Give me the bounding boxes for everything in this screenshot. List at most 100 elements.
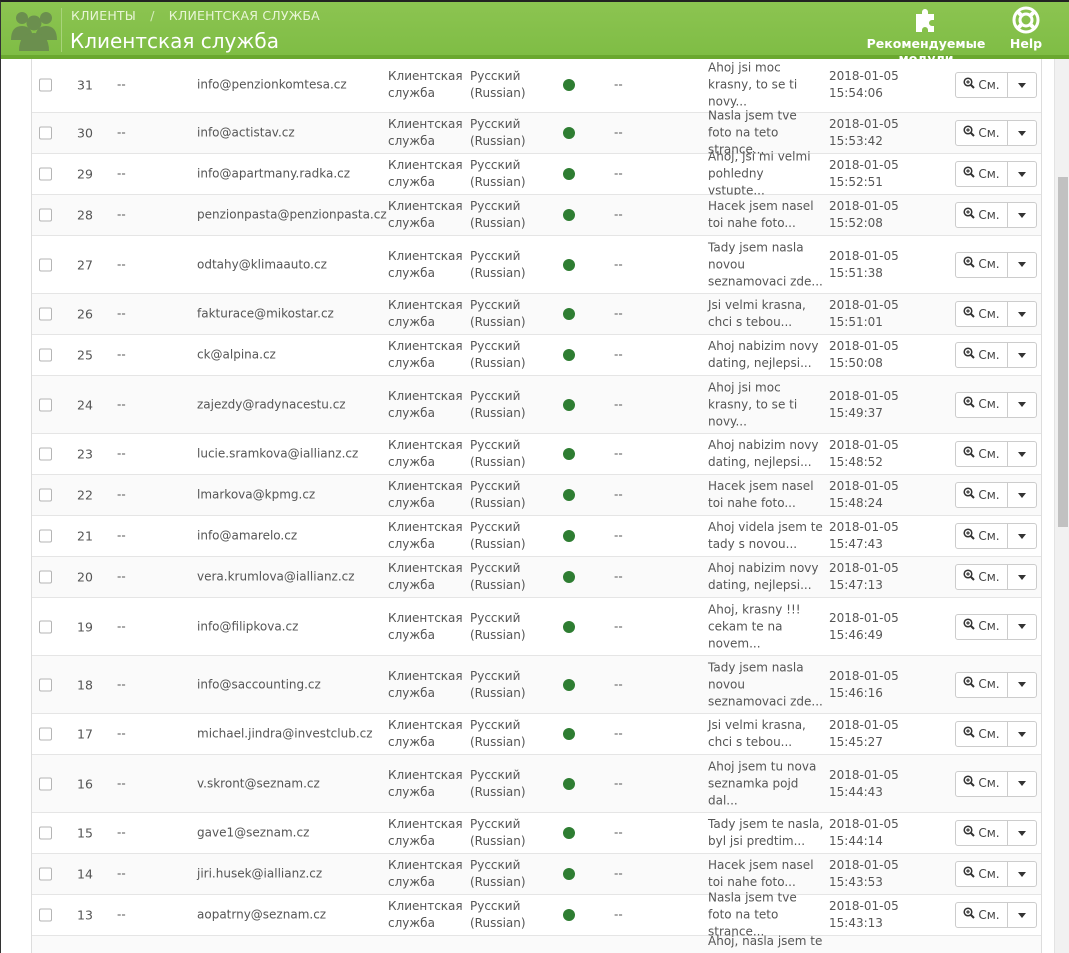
- view-button[interactable]: См.: [956, 442, 1008, 466]
- table-row[interactable]: 26 -- fakturace@mikostar.cz Клиентская служ…: [32, 294, 1041, 335]
- view-button[interactable]: См.: [956, 565, 1008, 589]
- help-button[interactable]: Help: [1006, 6, 1046, 51]
- message-date: 2018-01-05 15:46:16: [829, 668, 924, 702]
- table-row[interactable]: 30 -- info@actistav.cz Клиентская служба Рус…: [32, 109, 1041, 157]
- table-row[interactable]: 13 -- aopatrny@seznam.cz Клиентская служба Р…: [32, 891, 1041, 939]
- table-row[interactable]: 23 -- lucie.sramkova@iallianz.cz Клиентская…: [32, 434, 1041, 475]
- view-button[interactable]: См.: [956, 73, 1008, 97]
- table-row[interactable]: 17 -- michael.jindra@investclub.cz Клиентск…: [32, 714, 1041, 755]
- table-row[interactable]: 14 -- jiri.husek@iallianz.cz Клиентская слу…: [32, 854, 1041, 895]
- table-row[interactable]: 28 -- penzionpasta@penzionpasta.cz Клиентск…: [32, 195, 1041, 236]
- zoom-in-icon: [963, 824, 976, 842]
- table-row[interactable]: 31 -- info@penzionkomtesa.cz Клиентская слу…: [32, 59, 1041, 113]
- row-checkbox[interactable]: [39, 570, 52, 584]
- row-actions-dropdown[interactable]: [1008, 203, 1036, 227]
- table-row[interactable]: Ahoj, nasla jsem te: [32, 934, 1041, 953]
- zoom-in-icon: [963, 486, 976, 504]
- table-row[interactable]: 18 -- info@saccounting.cz Клиентская служба…: [32, 656, 1041, 714]
- breadcrumb-current[interactable]: КЛИЕНТСКАЯ СЛУЖБА: [168, 8, 320, 23]
- row-actions: См.: [955, 721, 1037, 747]
- view-button[interactable]: См.: [956, 771, 1008, 796]
- row-checkbox[interactable]: [39, 258, 52, 271]
- view-button[interactable]: См.: [956, 302, 1008, 326]
- users-group-icon[interactable]: [9, 6, 59, 52]
- row-checkbox[interactable]: [39, 208, 52, 222]
- thread-id: 18: [77, 677, 93, 692]
- message-date: 2018-01-05 15:44:14: [829, 816, 924, 850]
- view-button[interactable]: См.: [956, 252, 1008, 277]
- row-actions-dropdown[interactable]: [1008, 442, 1036, 466]
- view-button[interactable]: См.: [956, 162, 1008, 186]
- row-checkbox[interactable]: [39, 727, 52, 741]
- row-checkbox[interactable]: [39, 126, 52, 140]
- recommended-modules-button[interactable]: Рекомендуемые модули: [853, 6, 999, 66]
- view-button[interactable]: См.: [956, 524, 1008, 548]
- view-button[interactable]: См.: [956, 614, 1008, 639]
- table-row[interactable]: 29 -- info@apartmany.radka.cz Клиентская сл…: [32, 150, 1041, 198]
- view-button[interactable]: См.: [956, 821, 1008, 845]
- message-date-time: 15:44:14: [829, 834, 883, 848]
- row-actions-dropdown[interactable]: [1008, 302, 1036, 326]
- table-row[interactable]: 27 -- odtahy@klimaauto.cz Клиентская служба…: [32, 236, 1041, 294]
- view-button[interactable]: См.: [956, 672, 1008, 697]
- row-checkbox[interactable]: [39, 867, 52, 881]
- view-button[interactable]: См.: [956, 343, 1008, 367]
- row-checkbox[interactable]: [39, 78, 52, 92]
- row-actions-dropdown[interactable]: [1008, 615, 1036, 639]
- customer-email: fakturace@mikostar.cz: [197, 306, 334, 321]
- row-actions-dropdown[interactable]: [1008, 772, 1036, 796]
- view-button[interactable]: См.: [956, 862, 1008, 886]
- view-label: См.: [978, 487, 1000, 502]
- breadcrumb-link-clients[interactable]: КЛИЕНТЫ: [71, 8, 136, 23]
- row-actions-dropdown[interactable]: [1008, 162, 1036, 186]
- row-checkbox[interactable]: [39, 167, 52, 181]
- table-row[interactable]: 25 -- ck@alpina.cz Клиентская служба Русский…: [32, 335, 1041, 376]
- scrollbar[interactable]: [1054, 59, 1069, 953]
- table-row[interactable]: 21 -- info@amarelo.cz Клиентская служба Русс…: [32, 516, 1041, 557]
- message-date-day: 2018-01-05: [829, 899, 899, 913]
- view-button[interactable]: См.: [956, 392, 1008, 417]
- row-actions-dropdown[interactable]: [1008, 722, 1036, 746]
- view-button[interactable]: См.: [956, 722, 1008, 746]
- last-message: Nasla jsem tve foto na teto strance...: [708, 890, 797, 939]
- row-checkbox[interactable]: [39, 678, 52, 691]
- row-actions: См.: [955, 820, 1037, 846]
- table-row[interactable]: 16 -- v.skront@seznam.cz Клиентская служба Р…: [32, 755, 1041, 813]
- row-actions-dropdown[interactable]: [1008, 821, 1036, 845]
- view-button[interactable]: См.: [956, 203, 1008, 227]
- table-row[interactable]: 15 -- gave1@seznam.cz Клиентская служба Русс…: [32, 813, 1041, 854]
- table-row[interactable]: 20 -- vera.krumlova@iallianz.cz Клиентская …: [32, 557, 1041, 598]
- table-row[interactable]: 22 -- lmarkova@kpmg.cz Клиентская служба Рус…: [32, 475, 1041, 516]
- row-checkbox[interactable]: [39, 447, 52, 461]
- row-checkbox[interactable]: [39, 826, 52, 840]
- row-actions-dropdown[interactable]: [1008, 565, 1036, 589]
- row-actions-dropdown[interactable]: [1008, 253, 1036, 277]
- message-date: 2018-01-05 15:47:13: [829, 560, 924, 594]
- row-checkbox[interactable]: [39, 307, 52, 321]
- row-checkbox[interactable]: [39, 398, 52, 411]
- row-actions-dropdown[interactable]: [1008, 121, 1036, 145]
- row-checkbox[interactable]: [39, 620, 52, 633]
- scrollbar-thumb[interactable]: [1058, 177, 1068, 527]
- row-actions-dropdown[interactable]: [1008, 343, 1036, 367]
- row-actions: См.: [955, 613, 1037, 640]
- row-checkbox[interactable]: [39, 488, 52, 502]
- row-checkbox[interactable]: [39, 348, 52, 362]
- table-row[interactable]: 19 -- info@filipkova.cz Клиентская служба Ру…: [32, 598, 1041, 656]
- row-actions-dropdown[interactable]: [1008, 903, 1036, 927]
- view-button[interactable]: См.: [956, 903, 1008, 927]
- row-checkbox[interactable]: [39, 529, 52, 543]
- row-actions-dropdown[interactable]: [1008, 524, 1036, 548]
- row-actions-dropdown[interactable]: [1008, 673, 1036, 697]
- view-button[interactable]: См.: [956, 483, 1008, 507]
- view-button[interactable]: См.: [956, 121, 1008, 145]
- row-actions-dropdown[interactable]: [1008, 862, 1036, 886]
- table-row[interactable]: 24 -- zajezdy@radynacestu.cz Клиентская слу…: [32, 376, 1041, 434]
- row-checkbox[interactable]: [39, 777, 52, 790]
- breadcrumb: КЛИЕНТЫ / КЛИЕНТСКАЯ СЛУЖБА: [71, 8, 320, 23]
- row-actions-dropdown[interactable]: [1008, 393, 1036, 417]
- message-date: 2018-01-05 15:51:38: [829, 248, 924, 282]
- row-checkbox[interactable]: [39, 908, 52, 922]
- row-actions-dropdown[interactable]: [1008, 73, 1036, 97]
- row-actions-dropdown[interactable]: [1008, 483, 1036, 507]
